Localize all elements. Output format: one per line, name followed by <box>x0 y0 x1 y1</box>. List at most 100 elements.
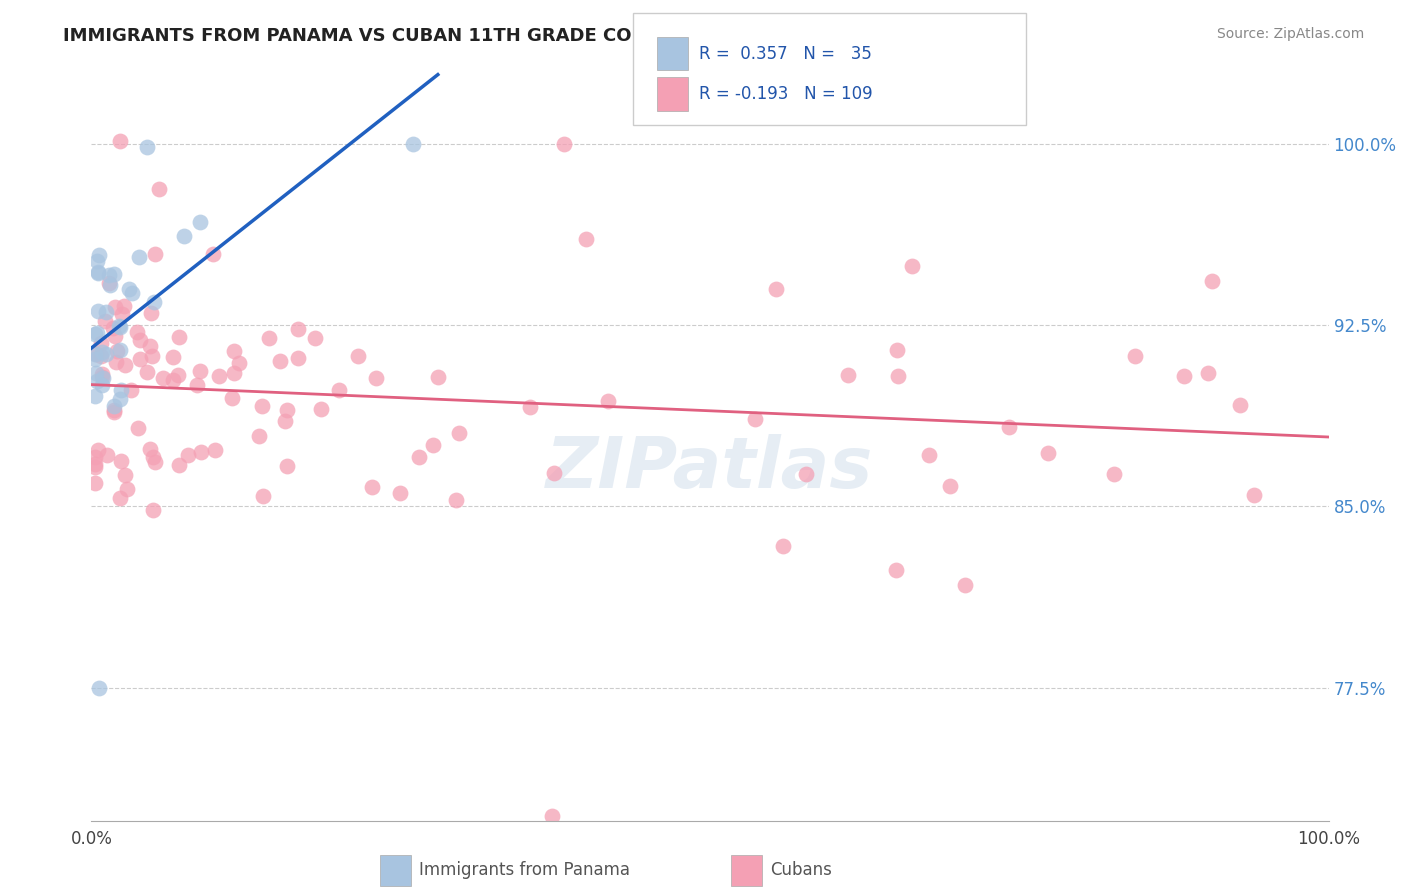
Point <box>87 248 110 262</box>
Point <box>84 367 107 381</box>
Point <box>900 260 922 274</box>
Point <box>103 399 125 413</box>
Text: IMMIGRANTS FROM PANAMA VS CUBAN 11TH GRADE CORRELATION CHART: IMMIGRANTS FROM PANAMA VS CUBAN 11TH GRA… <box>63 27 818 45</box>
Point <box>105 355 128 369</box>
Point <box>426 370 449 384</box>
Point <box>114 358 136 372</box>
Point <box>287 351 309 366</box>
Point <box>84 459 107 474</box>
Point <box>1173 368 1195 383</box>
Point <box>228 356 250 370</box>
Point <box>446 492 468 507</box>
Point <box>142 450 165 465</box>
Point <box>208 368 231 383</box>
Point <box>553 136 575 151</box>
Point <box>128 334 150 348</box>
Point <box>304 331 326 345</box>
Point <box>273 414 295 428</box>
Point <box>918 448 941 462</box>
Text: R = -0.193   N = 109: R = -0.193 N = 109 <box>699 85 872 103</box>
Point <box>127 421 149 435</box>
Point <box>887 369 910 384</box>
Point <box>120 383 142 397</box>
Point <box>596 394 619 409</box>
Point <box>110 392 132 407</box>
Point <box>1243 488 1265 502</box>
Point <box>221 391 243 405</box>
Point <box>886 343 908 358</box>
Point <box>1229 399 1251 413</box>
Point <box>111 307 134 321</box>
Point <box>519 400 541 414</box>
Point <box>269 354 291 368</box>
Point <box>1197 366 1219 380</box>
Point <box>772 539 794 553</box>
Point <box>103 405 125 419</box>
Point <box>87 681 110 695</box>
Point <box>128 351 150 366</box>
Point <box>143 455 166 469</box>
Point <box>257 330 280 344</box>
Point <box>91 344 114 359</box>
Point <box>250 399 273 413</box>
Point <box>91 367 114 381</box>
Point <box>84 388 107 402</box>
Point <box>188 215 211 229</box>
Point <box>543 467 565 481</box>
Point <box>108 343 131 358</box>
Point <box>364 371 387 385</box>
Point <box>574 232 596 246</box>
Point <box>101 321 124 335</box>
Point <box>247 429 270 443</box>
Point <box>94 313 117 327</box>
Text: Immigrants from Panama: Immigrants from Panama <box>419 861 630 879</box>
Point <box>110 454 132 468</box>
Point <box>202 247 225 261</box>
Point <box>167 329 190 343</box>
Point <box>744 411 766 425</box>
Point <box>794 467 817 481</box>
Point <box>84 450 107 464</box>
Point <box>86 266 108 280</box>
Point <box>84 347 107 361</box>
Point <box>91 378 114 392</box>
Point <box>84 327 107 342</box>
Point <box>84 346 107 360</box>
Point <box>167 368 190 383</box>
Point <box>108 135 131 149</box>
Point <box>84 457 107 471</box>
Point <box>115 482 138 496</box>
Point <box>94 347 117 361</box>
Point <box>1038 446 1060 460</box>
Point <box>287 321 309 335</box>
Point <box>110 383 132 397</box>
Point <box>142 294 165 309</box>
Point <box>86 374 108 388</box>
Point <box>103 267 125 281</box>
Point <box>190 444 212 458</box>
Point <box>1102 467 1125 482</box>
Point <box>142 503 165 517</box>
Point <box>128 250 150 264</box>
Point <box>252 489 274 503</box>
Point <box>87 442 110 457</box>
Point <box>177 449 200 463</box>
Point <box>104 329 127 343</box>
Point <box>222 344 245 359</box>
Point <box>98 278 121 293</box>
Point <box>186 378 208 392</box>
Point <box>108 319 131 334</box>
Point <box>121 286 143 301</box>
Point <box>118 282 141 296</box>
Point <box>103 403 125 417</box>
Point <box>86 254 108 268</box>
Point <box>1201 275 1223 289</box>
Point <box>110 491 132 506</box>
Point <box>98 276 121 290</box>
Point <box>127 325 149 339</box>
Point <box>540 809 562 823</box>
Point <box>135 140 157 154</box>
Point <box>90 349 112 363</box>
Point <box>105 343 128 358</box>
Point <box>91 369 114 384</box>
